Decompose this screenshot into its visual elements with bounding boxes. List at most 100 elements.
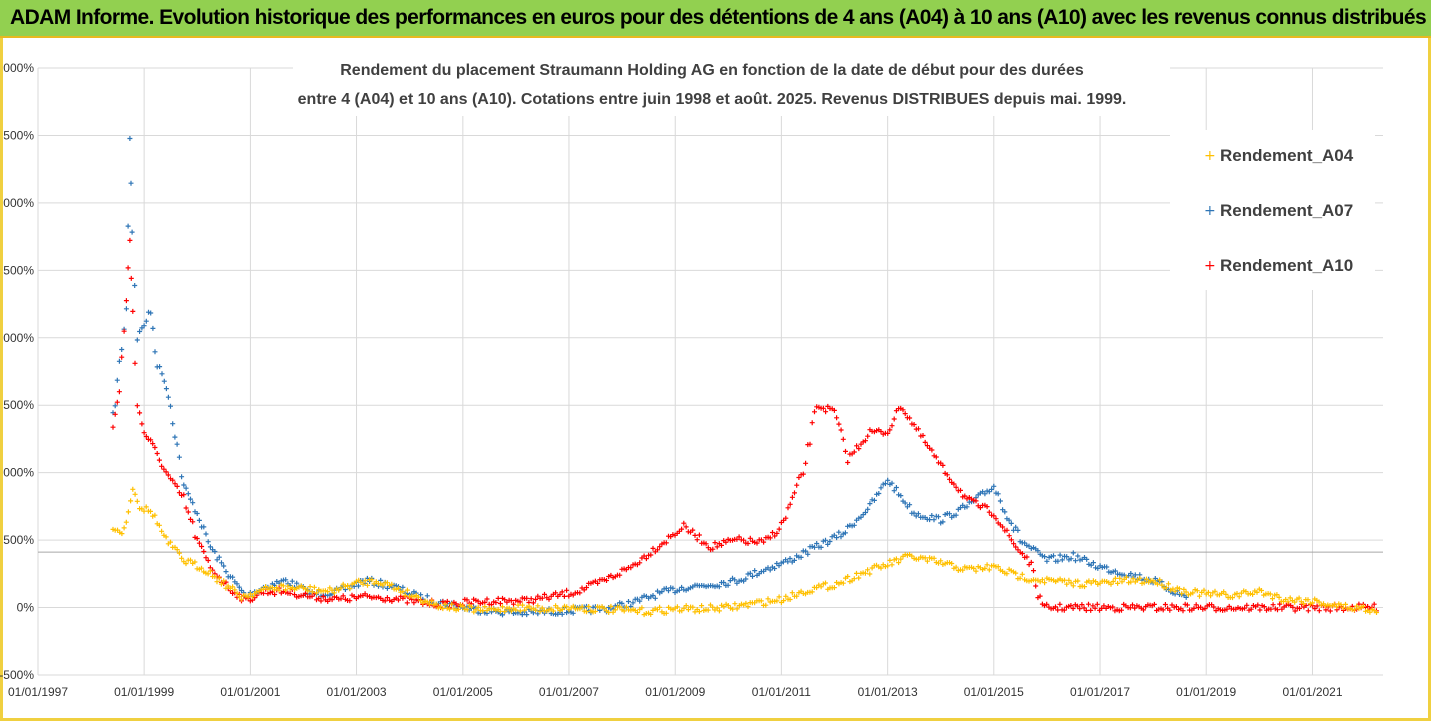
scatter-point [1305, 608, 1311, 614]
scatter-point [867, 501, 873, 507]
scatter-point [132, 360, 138, 366]
scatter-point [469, 604, 475, 610]
y-axis-ticks: 4 000% 3 500% 3 000% 2 500% 2 000% 1 500% 1 00… [0, 61, 34, 682]
scatter-point [539, 595, 545, 601]
scatter-point [854, 443, 860, 449]
scatter-point [203, 555, 209, 561]
scatter-point [597, 604, 603, 610]
scatter-point [1108, 581, 1114, 587]
scatter-point [185, 491, 191, 497]
scatter-point [232, 587, 238, 593]
scatter-point [261, 590, 266, 596]
scatter-point [1008, 537, 1014, 543]
scatter-point [1057, 601, 1063, 607]
scatter-point [163, 534, 169, 540]
scatter-point [584, 609, 589, 615]
scatter-point [513, 607, 519, 613]
scatter-point [997, 498, 1003, 504]
scatter-point [1172, 588, 1178, 594]
scatter-point [464, 607, 470, 613]
scatter-point [127, 237, 133, 243]
scatter-point [606, 610, 612, 615]
scatter-point [858, 514, 864, 520]
scatter-point [440, 606, 446, 612]
chart-title-line2: entre 4 (A04) et 10 ans (A10). Cotations… [298, 91, 1127, 108]
scatter-point [174, 547, 180, 553]
scatter-point [789, 590, 795, 596]
scatter-point [112, 403, 118, 409]
legend-marker-a07: + [1204, 203, 1216, 219]
scatter-point [798, 554, 804, 560]
scatter-point [679, 526, 685, 532]
scatter-point [949, 561, 955, 566]
scatter-point [809, 420, 815, 426]
scatter-point [218, 581, 224, 587]
scatter-point [1259, 588, 1264, 593]
scatter-point [1110, 579, 1116, 584]
scatter-point [447, 606, 452, 612]
data-marks [110, 136, 1379, 618]
scatter-point [340, 593, 346, 599]
scatter-point [984, 504, 990, 510]
scatter-point [781, 598, 787, 604]
scatter-point [511, 601, 516, 607]
scatter-point [1104, 564, 1110, 570]
scatter-point [915, 511, 921, 517]
scatter-point [1086, 601, 1091, 607]
scatter-point [1006, 517, 1012, 523]
scatter-point [183, 485, 189, 491]
scatter-point [657, 604, 663, 610]
scatter-point [1011, 527, 1016, 533]
x-axis-ticks: 01/01/1997 01/01/1999 01/01/2001 01/01/2003… [8, 685, 1343, 699]
scatter-point [834, 535, 840, 541]
scatter-point [1083, 608, 1089, 613]
scatter-point [982, 491, 988, 497]
scatter-point [524, 612, 530, 618]
scatter-point [674, 604, 680, 610]
scatter-point [1162, 602, 1168, 607]
scatter-point [130, 308, 136, 314]
scatter-point [221, 563, 227, 569]
scatter-point [1013, 524, 1019, 530]
x-tick-label: 01/01/2005 [433, 685, 493, 699]
scatter-point [453, 607, 459, 613]
scatter-point [785, 505, 791, 511]
scatter-point [219, 560, 224, 566]
scatter-point [1312, 606, 1318, 612]
scatter-point [809, 589, 815, 595]
scatter-point [893, 556, 899, 562]
scatter-point [685, 607, 691, 613]
scatter-point [265, 591, 271, 597]
scatter-point [1055, 607, 1061, 613]
scatter-point [154, 451, 160, 456]
scatter-point [176, 550, 182, 556]
scatter-point [1061, 607, 1067, 613]
scatter-point [623, 604, 629, 610]
scatter-point [192, 559, 198, 565]
scatter-point [986, 489, 992, 495]
scatter-point [207, 544, 213, 550]
chart-title-line1: Rendement du placement Straumann Holding… [340, 62, 1084, 79]
scatter-point [690, 527, 696, 533]
scatter-point [683, 603, 689, 609]
scatter-point [1039, 577, 1045, 583]
y-tick-label: 4 000% [0, 61, 34, 75]
scatter-point [889, 480, 895, 486]
scatter-point [743, 576, 749, 582]
scatter-point [535, 603, 541, 609]
scatter-point [500, 604, 505, 610]
scatter-point [1002, 509, 1008, 515]
scatter-point [128, 275, 134, 281]
scatter-point [384, 595, 390, 601]
scatter-point [533, 607, 539, 613]
scatter-point [812, 409, 817, 415]
scatter-point [139, 421, 145, 427]
scatter-point [216, 554, 222, 560]
scatter-point [953, 512, 959, 518]
scatter-point [165, 472, 171, 478]
scatter-point [161, 378, 167, 384]
scatter-point [125, 265, 131, 271]
scatter-point [931, 517, 937, 523]
scatter-point [772, 566, 778, 571]
scatter-point [995, 491, 1001, 497]
